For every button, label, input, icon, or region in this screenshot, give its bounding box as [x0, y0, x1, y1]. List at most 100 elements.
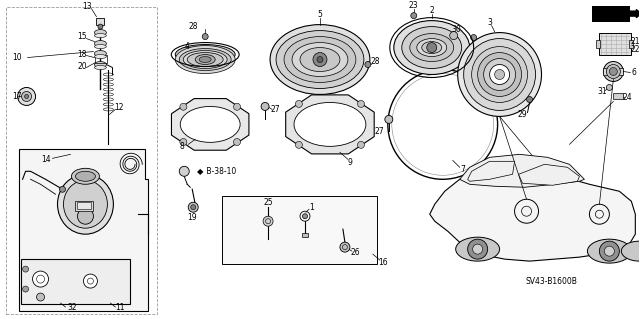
Text: 3: 3: [487, 18, 492, 27]
Ellipse shape: [175, 45, 235, 64]
Polygon shape: [429, 169, 636, 261]
Circle shape: [340, 242, 350, 252]
Circle shape: [385, 115, 393, 123]
Text: ◆: ◆: [197, 167, 204, 176]
Ellipse shape: [199, 56, 211, 63]
Bar: [596, 40, 600, 48]
Text: 28: 28: [370, 57, 380, 66]
Text: 4: 4: [185, 42, 189, 51]
Circle shape: [484, 58, 516, 91]
Bar: [629, 40, 634, 48]
Circle shape: [33, 271, 49, 287]
Ellipse shape: [463, 39, 536, 110]
Ellipse shape: [95, 55, 106, 58]
Circle shape: [98, 24, 103, 29]
Circle shape: [83, 274, 97, 288]
Text: 32: 32: [68, 302, 77, 312]
Text: 5: 5: [317, 10, 323, 19]
Ellipse shape: [177, 55, 233, 70]
Text: 19: 19: [188, 213, 197, 222]
Ellipse shape: [76, 171, 95, 181]
Ellipse shape: [195, 55, 215, 64]
Circle shape: [263, 216, 273, 226]
Ellipse shape: [458, 33, 541, 116]
Circle shape: [468, 239, 488, 259]
Text: 11: 11: [116, 302, 125, 312]
Ellipse shape: [294, 102, 366, 146]
Text: 10: 10: [12, 53, 21, 62]
Circle shape: [179, 166, 189, 176]
Circle shape: [490, 64, 509, 85]
Circle shape: [22, 286, 29, 292]
Ellipse shape: [394, 21, 470, 75]
Ellipse shape: [72, 168, 99, 184]
Text: 20: 20: [77, 62, 87, 71]
Ellipse shape: [284, 37, 356, 83]
Text: 25: 25: [263, 198, 273, 207]
Ellipse shape: [95, 30, 106, 36]
Text: 29: 29: [518, 110, 527, 119]
Text: 6: 6: [632, 68, 637, 77]
Circle shape: [261, 102, 269, 110]
FancyArrow shape: [628, 10, 640, 18]
Ellipse shape: [183, 50, 227, 69]
Bar: [76, 201, 93, 211]
Polygon shape: [20, 259, 131, 304]
Circle shape: [234, 138, 241, 145]
Circle shape: [17, 87, 36, 106]
Ellipse shape: [410, 33, 454, 62]
Ellipse shape: [179, 48, 231, 70]
Ellipse shape: [292, 42, 348, 77]
Ellipse shape: [95, 45, 106, 48]
Text: 17: 17: [12, 92, 21, 101]
Circle shape: [606, 85, 612, 91]
Text: SV43-B1600B: SV43-B1600B: [525, 277, 577, 286]
Ellipse shape: [180, 107, 240, 142]
Text: 7: 7: [460, 165, 465, 174]
Circle shape: [470, 34, 477, 41]
Ellipse shape: [188, 53, 223, 67]
Circle shape: [477, 53, 522, 96]
Bar: [77, 202, 92, 209]
Ellipse shape: [621, 241, 640, 261]
Ellipse shape: [95, 65, 106, 70]
Text: 21: 21: [630, 37, 640, 46]
Circle shape: [22, 92, 31, 101]
Text: 15: 15: [77, 32, 87, 41]
Circle shape: [36, 293, 45, 301]
Polygon shape: [468, 161, 515, 181]
Polygon shape: [19, 149, 148, 311]
Ellipse shape: [300, 48, 340, 71]
Text: 22: 22: [630, 45, 640, 54]
Circle shape: [191, 205, 196, 210]
Bar: [302, 233, 308, 237]
Polygon shape: [285, 95, 374, 154]
Ellipse shape: [175, 46, 235, 73]
Ellipse shape: [402, 26, 461, 69]
Circle shape: [188, 202, 198, 212]
Bar: [95, 55, 108, 63]
Text: 23: 23: [409, 1, 419, 10]
Bar: [222, 196, 377, 264]
Circle shape: [365, 62, 371, 68]
Circle shape: [472, 47, 527, 102]
Ellipse shape: [95, 41, 106, 47]
Circle shape: [604, 246, 614, 256]
Bar: [604, 68, 623, 76]
Ellipse shape: [456, 237, 500, 261]
Circle shape: [495, 70, 504, 79]
Circle shape: [77, 208, 93, 224]
Circle shape: [427, 42, 436, 53]
Text: FR.: FR.: [597, 9, 616, 19]
Circle shape: [358, 141, 365, 148]
Circle shape: [358, 100, 365, 108]
Ellipse shape: [58, 174, 113, 234]
Circle shape: [24, 94, 29, 99]
Ellipse shape: [270, 25, 370, 94]
Circle shape: [234, 103, 241, 110]
Circle shape: [600, 241, 620, 261]
Ellipse shape: [417, 39, 447, 56]
Text: 1: 1: [310, 203, 314, 212]
Text: 26: 26: [350, 248, 360, 257]
Ellipse shape: [95, 33, 106, 38]
